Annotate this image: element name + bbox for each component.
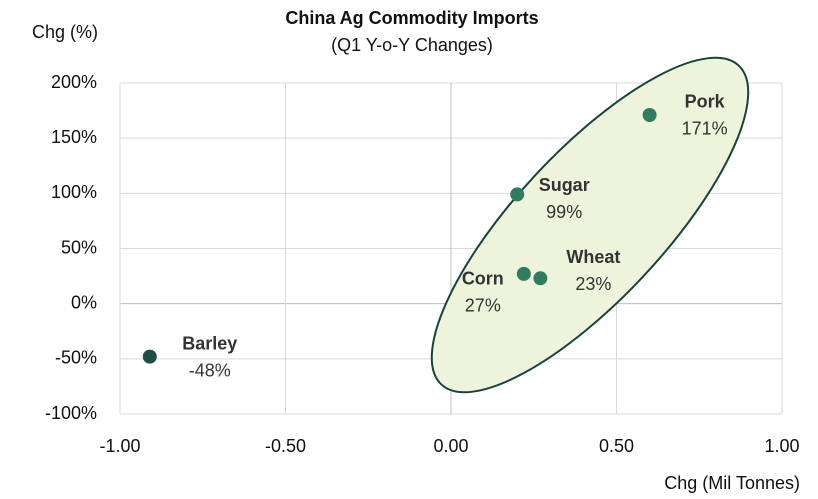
x-tick-label: -0.50 [265, 436, 306, 456]
point [642, 107, 657, 122]
y-tick-label: 100% [51, 182, 97, 202]
point [516, 266, 531, 281]
x-axis-label: Chg (Mil Tonnes) [664, 473, 800, 493]
value-label: 23% [575, 274, 611, 294]
y-tick-label: 150% [51, 127, 97, 147]
x-tick-label: 0.00 [433, 436, 468, 456]
x-tick-label: 1.00 [764, 436, 799, 456]
y-tick-label: 200% [51, 72, 97, 92]
point-label: Pork [685, 92, 726, 112]
point-label: Sugar [539, 175, 590, 195]
x-tick-label: 0.50 [599, 436, 634, 456]
point [142, 349, 157, 364]
y-tick-label: -100% [45, 403, 97, 423]
value-label: 27% [465, 296, 501, 316]
value-label: 99% [546, 202, 582, 222]
point-label: Barley [182, 333, 237, 353]
x-tick-label: -1.00 [99, 436, 140, 456]
y-tick-label: -50% [55, 348, 97, 368]
chart-subtitle: (Q1 Y-o-Y Changes) [331, 35, 493, 55]
y-tick-label: 50% [61, 237, 97, 257]
points: Barley -48% Pork 171% Sugar 99% Wheat 23% Corn 27… [142, 92, 728, 380]
chart-title: China Ag Commodity Imports [285, 8, 538, 28]
point-label: Corn [462, 269, 504, 289]
y-tick-label: 0% [71, 292, 97, 312]
value-label: 171% [682, 119, 728, 139]
y-axis-label: Chg (%) [32, 22, 98, 42]
point [533, 271, 548, 286]
point [510, 187, 525, 202]
point-label: Wheat [566, 247, 620, 267]
highlight-ellipse [430, 56, 750, 394]
value-label: -48% [189, 360, 231, 380]
